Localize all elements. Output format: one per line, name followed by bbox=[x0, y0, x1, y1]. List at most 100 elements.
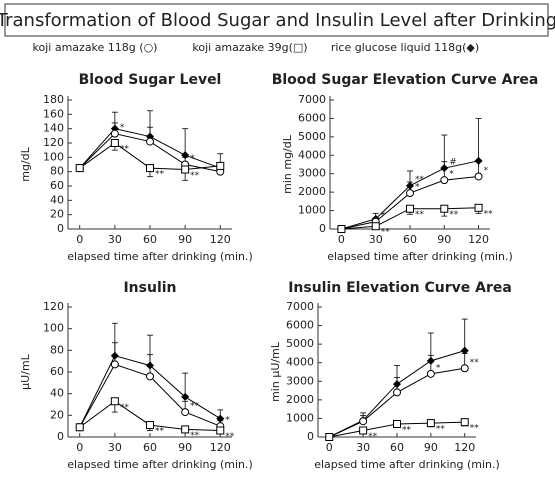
significance-label: ** bbox=[470, 358, 480, 368]
significance-label: * bbox=[381, 211, 386, 221]
y-tick-label: 60 bbox=[50, 365, 64, 378]
x-tick-label: 0 bbox=[76, 233, 83, 246]
legend-entry: koji amazake 118g (○) bbox=[33, 41, 158, 54]
marker bbox=[406, 181, 414, 190]
marker bbox=[146, 361, 154, 370]
x-tick-label: 60 bbox=[143, 441, 157, 454]
significance-label: ** bbox=[415, 210, 425, 220]
marker bbox=[440, 176, 449, 185]
marker bbox=[474, 172, 483, 181]
x-tick-label: 30 bbox=[108, 441, 122, 454]
marker bbox=[146, 372, 154, 381]
y-tick-label: 1000 bbox=[286, 411, 314, 424]
x-tick-label: 0 bbox=[326, 441, 333, 454]
y-tick-label: 2000 bbox=[286, 393, 314, 406]
y-axis-label: mg/dL bbox=[19, 146, 32, 181]
x-tick-label: 120 bbox=[210, 441, 231, 454]
marker bbox=[325, 433, 334, 441]
y-tick-label: 40 bbox=[50, 193, 64, 206]
x-tick-label: 30 bbox=[356, 441, 370, 454]
x-axis-label: elapsed time after drinking (min.) bbox=[67, 250, 253, 263]
significance-label: ** bbox=[155, 170, 165, 180]
marker bbox=[110, 360, 119, 369]
marker bbox=[110, 129, 119, 138]
y-tick-label: 80 bbox=[50, 343, 64, 356]
significance-label: ** bbox=[190, 402, 200, 412]
marker bbox=[216, 426, 225, 435]
x-axis-label: elapsed time after drinking (min.) bbox=[327, 250, 513, 263]
marker bbox=[110, 139, 119, 147]
marker bbox=[426, 419, 435, 428]
error-bar bbox=[182, 128, 189, 156]
significance-label: * bbox=[436, 363, 441, 373]
y-tick-label: 180 bbox=[43, 93, 64, 106]
marker bbox=[181, 425, 190, 434]
marker bbox=[460, 418, 469, 427]
y-tick-label: 7000 bbox=[286, 300, 314, 313]
x-tick-label: 90 bbox=[437, 233, 451, 246]
error-bar bbox=[475, 118, 482, 161]
significance-label: ** bbox=[470, 424, 480, 434]
marker bbox=[440, 164, 449, 173]
marker bbox=[146, 137, 154, 146]
significance-label: ** bbox=[436, 425, 446, 435]
marker bbox=[216, 161, 225, 170]
marker bbox=[216, 414, 225, 423]
y-tick-label: 0 bbox=[307, 430, 314, 443]
y-axis-label: min mg/dL bbox=[281, 134, 294, 194]
marker bbox=[406, 204, 414, 213]
y-tick-label: 5000 bbox=[298, 130, 326, 143]
legend-entry: koji amazake 39g(□) bbox=[192, 41, 307, 54]
y-tick-label: 3000 bbox=[286, 374, 314, 387]
marker bbox=[337, 225, 346, 233]
x-axis-label: elapsed time after drinking (min.) bbox=[314, 458, 500, 471]
significance-label: ** bbox=[155, 427, 165, 437]
y-axis-label: μU/mL bbox=[19, 353, 32, 389]
y-tick-label: 0 bbox=[57, 430, 64, 443]
y-tick-label: 120 bbox=[43, 136, 64, 149]
marker bbox=[393, 420, 401, 428]
significance-label: * bbox=[484, 166, 489, 176]
marker bbox=[460, 364, 469, 373]
y-tick-label: 140 bbox=[43, 122, 64, 135]
y-tick-label: 4000 bbox=[286, 356, 314, 369]
marker bbox=[426, 356, 435, 365]
marker bbox=[440, 204, 449, 213]
significance-label: ** bbox=[484, 209, 494, 219]
marker bbox=[474, 203, 483, 212]
y-tick-label: 100 bbox=[43, 322, 64, 335]
marker bbox=[75, 164, 84, 173]
y-tick-label: 7000 bbox=[298, 93, 326, 106]
y-tick-label: 40 bbox=[50, 387, 64, 400]
y-tick-label: 20 bbox=[50, 408, 64, 421]
significance-label: * bbox=[120, 123, 125, 133]
significance-label: ** bbox=[225, 432, 235, 442]
significance-label: * bbox=[415, 183, 420, 193]
y-tick-label: 80 bbox=[50, 165, 64, 178]
marker bbox=[146, 164, 154, 173]
significance-label: * bbox=[449, 170, 454, 180]
x-tick-label: 30 bbox=[369, 233, 383, 246]
significance-label: ** bbox=[190, 171, 200, 181]
significance-label: ** bbox=[190, 431, 200, 441]
marker bbox=[460, 346, 469, 355]
y-tick-label: 2000 bbox=[298, 185, 326, 198]
significance-label: ** bbox=[120, 145, 130, 155]
marker bbox=[406, 189, 414, 198]
x-tick-label: 90 bbox=[424, 441, 438, 454]
marker bbox=[181, 151, 190, 160]
y-tick-label: 1000 bbox=[298, 204, 326, 217]
y-tick-label: 60 bbox=[50, 179, 64, 192]
x-tick-label: 120 bbox=[210, 233, 231, 246]
marker bbox=[146, 421, 154, 430]
y-tick-label: 0 bbox=[57, 222, 64, 235]
x-tick-label: 30 bbox=[108, 233, 122, 246]
y-tick-label: 5000 bbox=[286, 337, 314, 350]
significance-label: ** bbox=[120, 403, 130, 413]
y-tick-label: 6000 bbox=[298, 111, 326, 124]
marker bbox=[181, 392, 190, 401]
chart-title: Blood Sugar Elevation Curve Area bbox=[272, 72, 539, 88]
x-tick-label: 120 bbox=[468, 233, 489, 246]
x-tick-label: 0 bbox=[76, 441, 83, 454]
significance-label: ** bbox=[449, 210, 459, 220]
